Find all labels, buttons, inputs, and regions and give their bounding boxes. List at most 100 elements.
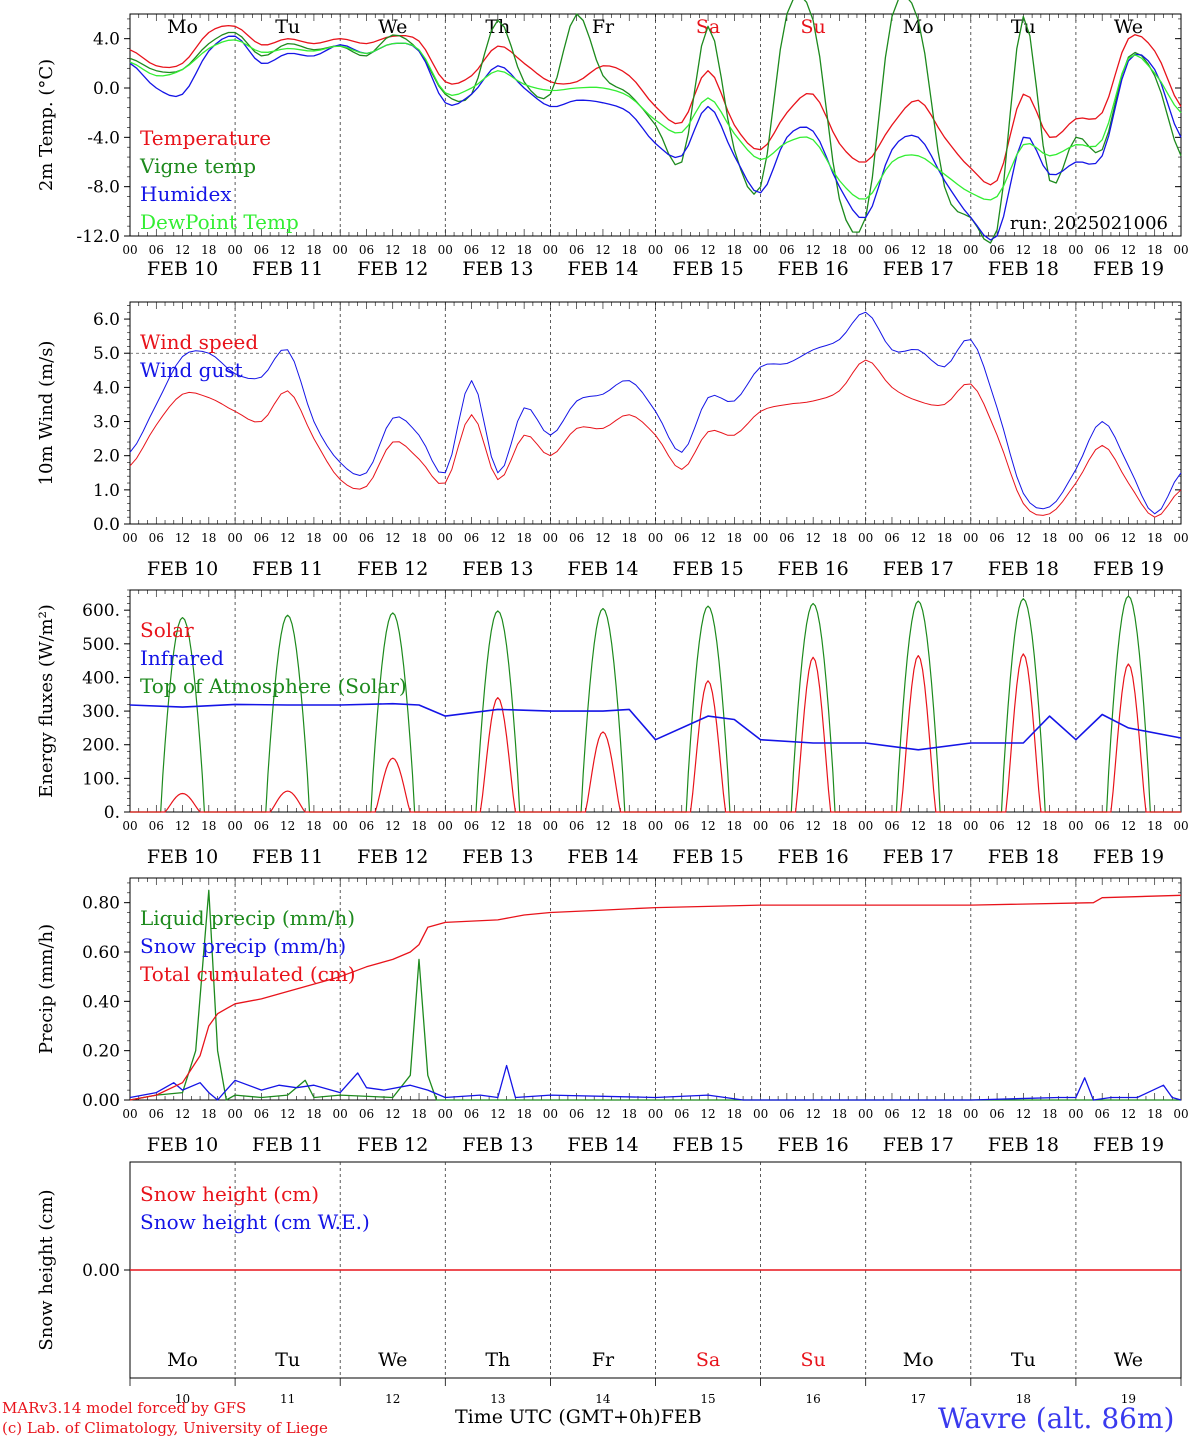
precip-hour-label: 12 [595, 1107, 610, 1121]
temp-series-vigne-temp [129, 0, 1182, 244]
day-number-label: 13 [490, 1392, 505, 1406]
temp-date-label: FEB 13 [462, 258, 533, 280]
wind-ytick-label: 5.0 [93, 344, 120, 364]
temp-hour-label: 00 [543, 243, 558, 257]
precip-series-liquid [129, 889, 1181, 1101]
temp-hour-label: 06 [464, 243, 479, 257]
weekday-label-bottom: We [378, 1349, 407, 1371]
precip-hour-label: 12 [490, 1107, 505, 1121]
energy-hour-label: 18 [832, 819, 847, 833]
temp-date-label: FEB 15 [672, 258, 743, 280]
temp-hour-label: 00 [963, 243, 978, 257]
precip-ytick-label: 0.40 [82, 992, 120, 1012]
precip-hour-label: 00 [1173, 1107, 1188, 1121]
energy-hour-label: 06 [464, 819, 479, 833]
energy-hour-label: 18 [1042, 819, 1057, 833]
wind-hour-label: 18 [727, 531, 742, 545]
energy-hour-label: 06 [779, 819, 794, 833]
temp-legend-item: DewPoint Temp [140, 210, 299, 234]
precip-ytick-label: 0.80 [82, 894, 120, 914]
wind-date-label: FEB 19 [1093, 558, 1164, 580]
wind-hour-label: 18 [832, 531, 847, 545]
wind-ytick-label: 1.0 [93, 481, 120, 501]
precip-date-label: FEB 16 [778, 1134, 849, 1156]
station-title: Wavre (alt. 86m) [938, 1402, 1175, 1435]
temp-hour-label: 06 [254, 243, 269, 257]
temp-hour-label: 18 [1147, 243, 1162, 257]
snow-legend-item: Snow height (cm W.E.) [140, 1210, 370, 1234]
day-number-label: 14 [595, 1392, 611, 1406]
temp-hour-label: 18 [622, 243, 637, 257]
wind-hour-label: 12 [490, 531, 505, 545]
wind-hour-label: 06 [464, 531, 479, 545]
energy-date-label: FEB 13 [462, 846, 533, 868]
snow-ytick-label: 0.00 [82, 1261, 120, 1281]
precip-hour-label: 18 [622, 1107, 637, 1121]
energy-hour-label: 18 [201, 819, 216, 833]
precip-hour-label: 18 [937, 1107, 952, 1121]
precip-hour-label: 00 [648, 1107, 663, 1121]
energy-hour-label: 00 [753, 819, 768, 833]
temp-date-label: FEB 17 [883, 258, 954, 280]
precip-ytick-label: 0.60 [82, 943, 120, 963]
energy-hour-label: 00 [333, 819, 348, 833]
energy-hour-label: 12 [490, 819, 505, 833]
precip-hour-label: 00 [333, 1107, 348, 1121]
wind-ytick-label: 2.0 [93, 447, 120, 467]
wind-hour-label: 00 [122, 531, 137, 545]
temp-date-label: FEB 11 [252, 258, 323, 280]
energy-hour-label: 12 [1016, 819, 1031, 833]
precip-date-label: FEB 13 [462, 1134, 533, 1156]
temp-hour-label: 12 [1121, 243, 1136, 257]
wind-ytick-label: 0.0 [93, 515, 120, 535]
temp-hour-label: 12 [806, 243, 821, 257]
precip-hour-label: 06 [1095, 1107, 1110, 1121]
model-credit-line1: MARv3.14 model forced by GFS [2, 1399, 247, 1417]
wind-date-label: FEB 16 [778, 558, 849, 580]
precip-hour-label: 06 [674, 1107, 689, 1121]
energy-hour-label: 12 [595, 819, 610, 833]
energy-hour-label: 18 [516, 819, 531, 833]
temp-hour-label: 12 [1016, 243, 1031, 257]
energy-hour-label: 00 [1068, 819, 1083, 833]
energy-hour-label: 06 [884, 819, 899, 833]
precip-hour-label: 18 [201, 1107, 216, 1121]
energy-date-label: FEB 10 [147, 846, 218, 868]
weekday-label-top: Tu [275, 16, 300, 38]
day-number-label: 17 [911, 1392, 926, 1406]
temp-date-label: FEB 10 [147, 258, 218, 280]
temp-ytick-label: 4.0 [93, 30, 120, 50]
temp-hour-label: 06 [149, 243, 164, 257]
precip-hour-label: 06 [254, 1107, 269, 1121]
wind-hour-label: 00 [753, 531, 768, 545]
wind-hour-label: 00 [1173, 531, 1188, 545]
energy-series-infrared [129, 702, 1182, 751]
weekday-label-bottom: Tu [275, 1349, 300, 1371]
wind-date-label: FEB 12 [357, 558, 428, 580]
wind-date-label: FEB 11 [252, 558, 323, 580]
precip-hour-label: 18 [411, 1107, 426, 1121]
temp-hour-label: 12 [280, 243, 295, 257]
energy-hour-label: 18 [1147, 819, 1162, 833]
wind-hour-label: 06 [149, 531, 164, 545]
weekday-label-top: Th [485, 16, 510, 38]
precip-hour-label: 06 [149, 1107, 164, 1121]
precip-date-label: FEB 11 [252, 1134, 323, 1156]
precip-hour-label: 00 [227, 1107, 242, 1121]
wind-ytick-label: 4.0 [93, 378, 120, 398]
precip-hour-label: 12 [175, 1107, 190, 1121]
temp-hour-label: 06 [359, 243, 374, 257]
precip-hour-label: 00 [438, 1107, 453, 1121]
wind-date-label: FEB 18 [988, 558, 1059, 580]
wind-hour-label: 00 [963, 531, 978, 545]
precip-ylabel: Precip (mm/h) [36, 924, 57, 1054]
weekday-label-bottom: Sa [696, 1349, 720, 1371]
precip-hour-label: 00 [858, 1107, 873, 1121]
wind-date-label: FEB 14 [567, 558, 638, 580]
wind-hour-label: 18 [516, 531, 531, 545]
energy-ytick-label: 400. [82, 668, 120, 688]
energy-ytick-label: 500. [82, 635, 120, 655]
temp-date-label: FEB 16 [778, 258, 849, 280]
wind-ylabel: 10m Wind (m/s) [36, 341, 57, 486]
temp-legend-item: Humidex [140, 182, 232, 206]
